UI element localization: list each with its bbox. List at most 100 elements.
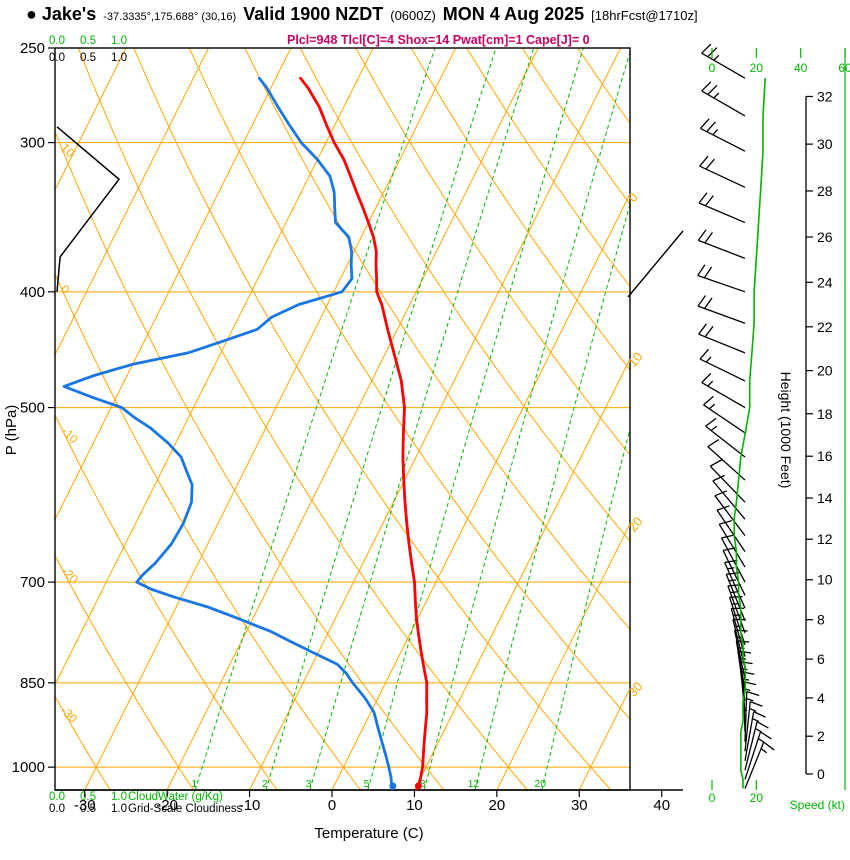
- isotherm-edge-label: 30: [625, 679, 646, 700]
- barb-staff: [701, 382, 746, 409]
- pressure-tick-label: 1000: [12, 759, 45, 776]
- mixing-ratio-label: 5: [364, 778, 370, 790]
- barb-feather: [708, 403, 716, 410]
- adiabat-edge-label: -20: [59, 564, 81, 586]
- barb-feather: [697, 229, 707, 241]
- cloudiness-scale-bottom: 0.0: [49, 803, 65, 815]
- barb-feather: [712, 129, 719, 136]
- barb-feather: [712, 474, 725, 482]
- barb-feather: [704, 297, 713, 309]
- cloudiness-scale-top: 1.0: [111, 52, 127, 64]
- barb-feather: [699, 348, 710, 360]
- barb-feather: [746, 691, 760, 697]
- dry-adiabat-line: [133, 48, 612, 790]
- cloudiness-scale-bottom: 1.0: [111, 803, 127, 815]
- barb-feather: [749, 707, 757, 712]
- barb-feather: [699, 118, 710, 129]
- mixing-ratio-line: [541, 426, 630, 790]
- barb-feather: [737, 650, 752, 654]
- height-tick-label: 26: [817, 229, 833, 245]
- mixing-ratio-line: [423, 50, 630, 790]
- isotherm-line: [84, 48, 457, 790]
- barb-feather: [714, 490, 728, 497]
- barb-staff: [744, 691, 748, 742]
- barb-feather: [756, 721, 769, 729]
- pressure-tick-label: 400: [20, 284, 45, 301]
- barb-staff: [744, 711, 755, 761]
- temp-tick-label: -20: [156, 797, 178, 814]
- height-tick-label: 6: [817, 651, 825, 667]
- height-tick-label: 2: [817, 728, 825, 744]
- barb-feather: [724, 559, 738, 564]
- barb-feather: [707, 438, 720, 448]
- barb-feather: [697, 264, 706, 276]
- isotherm-edge-label: 20: [625, 514, 646, 535]
- barb-feather: [716, 505, 730, 511]
- pressure-tick-label: 500: [20, 400, 45, 417]
- dry-adiabat-line: [410, 48, 630, 371]
- wind-speed-curve: [733, 78, 766, 789]
- height-tick-label: 4: [817, 690, 825, 706]
- barb-staff: [701, 90, 746, 117]
- height-tick-label: 8: [817, 612, 825, 628]
- barb-feather: [707, 84, 718, 95]
- barb-feather: [703, 395, 714, 406]
- barb-staff: [744, 741, 765, 789]
- adiabat-edge-label: 0: [58, 282, 73, 297]
- barb-staff: [714, 495, 746, 537]
- isotherm-line: [166, 48, 539, 790]
- barb-staff: [703, 404, 746, 434]
- cloudiness-profile: [56, 126, 121, 292]
- cloudwater-axis-label: CloudWater (g/Kg): [128, 791, 223, 803]
- barb-feather: [763, 741, 775, 751]
- barb-feather: [752, 717, 760, 723]
- valid-utc: (0600Z): [390, 8, 436, 23]
- barb-feather: [697, 295, 707, 307]
- isotherm-edge-label: 0: [625, 190, 641, 205]
- height-tick-label: 30: [817, 136, 833, 152]
- barb-feather: [722, 547, 736, 551]
- mixing-ratio-line: [194, 48, 436, 790]
- height-tick-label: 0: [817, 766, 825, 782]
- station-name: Jake's: [41, 4, 97, 24]
- barb-feather: [760, 748, 768, 754]
- barb-feather: [705, 356, 712, 363]
- dry-adiabat-line: [521, 48, 630, 206]
- barb-feather: [730, 591, 738, 594]
- barb-feather: [701, 81, 712, 92]
- mixing-ratio-label: 3: [306, 778, 312, 790]
- barb-feather: [701, 43, 712, 54]
- barb-staff: [701, 52, 746, 79]
- barb-staff: [697, 274, 746, 293]
- barb-feather: [698, 323, 707, 335]
- barb-staff: [698, 239, 746, 259]
- pressure-tick-label: 250: [20, 40, 45, 57]
- barb-feather: [755, 727, 762, 733]
- cloudiness-scale-top: 0.5: [80, 52, 96, 64]
- mixing-ratio-label: 1: [191, 778, 197, 790]
- dry-adiabat-line: [355, 48, 630, 456]
- dry-adiabat-line: [77, 48, 528, 790]
- barb-staff: [716, 509, 746, 552]
- dry-adiabat-line: [244, 48, 630, 631]
- cloudiness-axis-label: Grid-Scale Cloudiness: [128, 803, 243, 815]
- barb-staff: [699, 358, 746, 382]
- barb-staff: [698, 333, 746, 354]
- barb-staff: [705, 425, 746, 458]
- barb-feather: [749, 701, 763, 707]
- barb-feather: [698, 192, 708, 204]
- isotherm-line: [413, 357, 630, 790]
- dry-adiabat-line: [188, 48, 630, 720]
- surface-temp-dot: [414, 782, 422, 790]
- temp-tick-label: -30: [74, 797, 96, 814]
- dry-adiabat-line: [55, 413, 278, 790]
- height-axis-title: Height (1000 Feet): [778, 372, 794, 489]
- bullet-icon: ●: [26, 4, 37, 24]
- adiabat-edge-label: 10: [58, 141, 78, 161]
- temp-tick-label: 30: [571, 797, 588, 814]
- temperature-curve: [299, 76, 429, 790]
- barb-feather: [705, 158, 715, 170]
- pressure-tick-label: 850: [20, 675, 45, 692]
- barb-staff: [744, 701, 751, 752]
